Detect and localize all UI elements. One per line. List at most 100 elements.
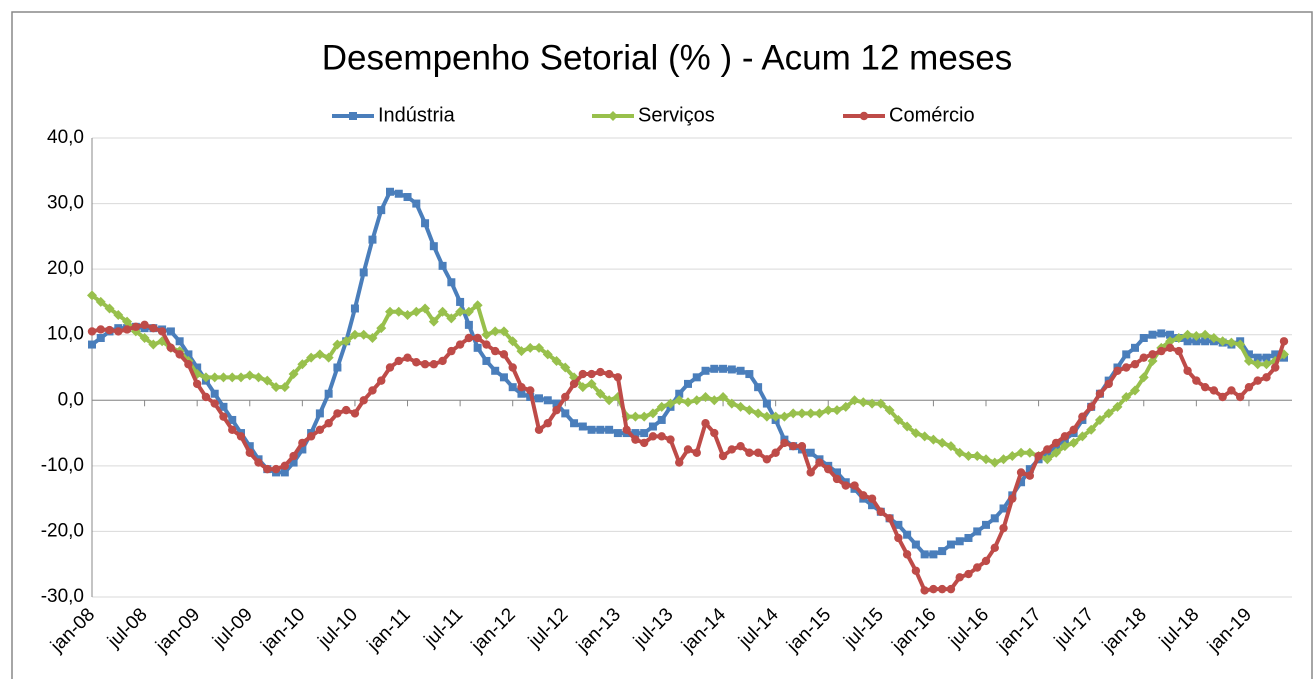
data-point bbox=[570, 419, 579, 428]
data-point bbox=[973, 527, 982, 536]
data-point bbox=[736, 441, 745, 451]
data-point bbox=[403, 193, 412, 202]
data-point bbox=[1218, 392, 1227, 402]
data-point bbox=[1191, 331, 1202, 342]
data-point bbox=[999, 504, 1008, 513]
data-point bbox=[841, 481, 850, 490]
data-point bbox=[228, 415, 237, 424]
data-point bbox=[499, 350, 509, 359]
data-point bbox=[1226, 337, 1237, 348]
data-point bbox=[726, 398, 737, 409]
data-point bbox=[122, 316, 133, 327]
data-point bbox=[350, 304, 359, 313]
data-point bbox=[647, 408, 658, 419]
data-point bbox=[1051, 447, 1062, 458]
data-point bbox=[219, 412, 228, 421]
data-point bbox=[324, 389, 333, 398]
data-point bbox=[665, 398, 676, 409]
data-point bbox=[989, 457, 1000, 468]
data-point bbox=[613, 429, 622, 438]
data-point bbox=[429, 360, 439, 369]
data-point bbox=[691, 395, 702, 406]
data-point bbox=[824, 464, 833, 474]
data-point bbox=[990, 543, 999, 553]
data-point bbox=[209, 372, 220, 383]
data-point bbox=[1166, 330, 1175, 339]
data-point bbox=[253, 372, 264, 383]
legend-label: Indústria bbox=[378, 104, 456, 126]
data-point bbox=[1157, 329, 1166, 338]
data-point bbox=[1183, 366, 1192, 375]
y-tick-label: 10,0 bbox=[47, 324, 84, 345]
data-point bbox=[675, 389, 684, 398]
data-point bbox=[104, 303, 115, 314]
data-point bbox=[1130, 385, 1140, 396]
data-point bbox=[911, 566, 921, 575]
data-point bbox=[455, 306, 466, 317]
data-point bbox=[859, 491, 868, 500]
data-point bbox=[833, 468, 841, 477]
data-point bbox=[753, 448, 763, 457]
data-point bbox=[543, 396, 552, 405]
data-point bbox=[832, 405, 842, 416]
data-point bbox=[745, 448, 754, 457]
data-point bbox=[438, 261, 447, 270]
data-point bbox=[937, 437, 948, 448]
data-point bbox=[315, 425, 325, 434]
data-point bbox=[464, 333, 474, 343]
data-point bbox=[631, 435, 640, 444]
data-point bbox=[1122, 363, 1131, 372]
data-point bbox=[535, 394, 543, 403]
data-point bbox=[148, 339, 159, 350]
data-point bbox=[1139, 333, 1148, 342]
y-tick-label: -10,0 bbox=[41, 455, 84, 476]
data-point bbox=[972, 451, 983, 462]
data-point bbox=[578, 422, 587, 431]
data-point bbox=[218, 372, 229, 383]
data-point bbox=[140, 320, 149, 330]
data-point bbox=[753, 408, 764, 419]
data-point bbox=[710, 364, 719, 373]
data-point bbox=[561, 409, 570, 418]
data-point bbox=[605, 425, 614, 434]
data-point bbox=[245, 448, 254, 457]
data-point bbox=[902, 550, 912, 559]
legend-marker bbox=[349, 112, 357, 120]
data-point bbox=[376, 323, 387, 334]
data-point bbox=[219, 402, 228, 411]
data-point bbox=[657, 415, 666, 424]
data-point bbox=[858, 397, 869, 408]
y-tick-label: 0,0 bbox=[58, 389, 84, 410]
data-point bbox=[227, 372, 238, 383]
data-point bbox=[710, 428, 719, 438]
data-point bbox=[745, 370, 754, 379]
data-point bbox=[1235, 392, 1245, 402]
data-point bbox=[1209, 386, 1219, 395]
chart-title: Desempenho Setorial (% ) - Acum 12 meses bbox=[322, 38, 1013, 77]
data-point bbox=[868, 501, 877, 510]
data-point bbox=[875, 398, 886, 409]
data-point bbox=[718, 392, 729, 403]
data-point bbox=[542, 349, 553, 360]
data-point bbox=[982, 520, 990, 529]
data-point bbox=[973, 563, 982, 572]
data-point bbox=[692, 373, 701, 382]
data-point bbox=[1235, 339, 1246, 350]
data-point bbox=[113, 310, 124, 321]
data-point bbox=[1007, 451, 1018, 462]
data-point bbox=[526, 386, 535, 395]
data-point bbox=[1059, 441, 1070, 452]
data-point bbox=[341, 405, 351, 415]
data-point bbox=[735, 401, 746, 412]
data-point bbox=[981, 556, 991, 566]
data-point bbox=[1271, 350, 1280, 359]
data-point bbox=[236, 432, 246, 441]
data-point bbox=[762, 399, 771, 408]
data-point bbox=[386, 187, 394, 196]
y-tick-label: 20,0 bbox=[47, 258, 84, 279]
data-point bbox=[95, 296, 106, 307]
data-point bbox=[323, 352, 334, 363]
y-tick-label: -30,0 bbox=[41, 586, 84, 607]
data-point bbox=[525, 342, 536, 353]
